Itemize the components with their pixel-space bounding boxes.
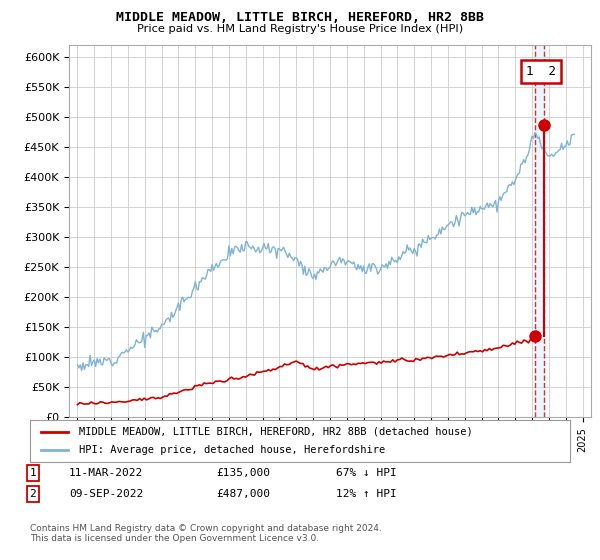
Text: MIDDLE MEADOW, LITTLE BIRCH, HEREFORD, HR2 8BB (detached house): MIDDLE MEADOW, LITTLE BIRCH, HEREFORD, H… <box>79 427 472 437</box>
Text: 1: 1 <box>29 468 37 478</box>
Text: £487,000: £487,000 <box>216 489 270 499</box>
Text: 11-MAR-2022: 11-MAR-2022 <box>69 468 143 478</box>
Text: 2: 2 <box>29 489 37 499</box>
Text: £135,000: £135,000 <box>216 468 270 478</box>
Text: HPI: Average price, detached house, Herefordshire: HPI: Average price, detached house, Here… <box>79 445 385 455</box>
Text: Contains HM Land Registry data © Crown copyright and database right 2024.
This d: Contains HM Land Registry data © Crown c… <box>30 524 382 543</box>
Bar <box>535 45 544 417</box>
Text: 12% ↑ HPI: 12% ↑ HPI <box>336 489 397 499</box>
Text: 09-SEP-2022: 09-SEP-2022 <box>69 489 143 499</box>
Text: MIDDLE MEADOW, LITTLE BIRCH, HEREFORD, HR2 8BB: MIDDLE MEADOW, LITTLE BIRCH, HEREFORD, H… <box>116 11 484 24</box>
Text: Price paid vs. HM Land Registry's House Price Index (HPI): Price paid vs. HM Land Registry's House … <box>137 24 463 34</box>
Text: 1  2: 1 2 <box>526 66 556 78</box>
Text: 67% ↓ HPI: 67% ↓ HPI <box>336 468 397 478</box>
